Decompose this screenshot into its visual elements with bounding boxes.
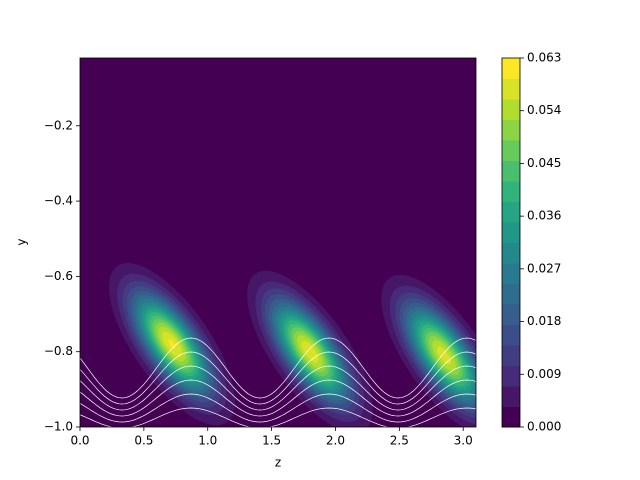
- colorbar-band: [502, 160, 520, 182]
- colorbar-tick-label: 0.036: [527, 209, 561, 223]
- contour-band: [168, 339, 176, 349]
- streamline: [80, 365, 476, 411]
- colorbar-band: [502, 222, 520, 243]
- colorbar-tick-label: 0.000: [527, 420, 561, 434]
- streamline: [80, 393, 476, 423]
- colorbar-band: [502, 242, 520, 264]
- y-tick-label: −0.6: [44, 269, 73, 283]
- plot-area: [80, 58, 476, 427]
- colorbar-tick-label: 0.063: [527, 51, 561, 65]
- colorbar-tick-label: 0.018: [527, 314, 561, 328]
- colorbar-tick-label: 0.045: [527, 156, 561, 170]
- contour-band: [301, 340, 319, 363]
- x-tick-label: 2.5: [390, 434, 409, 448]
- colorbar-band: [502, 324, 520, 346]
- colorbar-band: [502, 78, 520, 100]
- y-tick-label: −1.0: [44, 420, 73, 434]
- colorbar-band: [502, 119, 520, 141]
- colorbar-tick-label: 0.027: [527, 261, 561, 275]
- colorbar-band: [502, 406, 520, 428]
- x-tick-label: 1.5: [262, 434, 281, 448]
- streamline: [80, 337, 476, 399]
- x-tick-label: 0.5: [134, 434, 153, 448]
- y-tick-label: −0.8: [44, 344, 73, 358]
- colorbar-frame: [501, 57, 521, 428]
- streamline: [80, 379, 476, 417]
- y-tick-label: −0.2: [44, 118, 73, 132]
- colorbar-band: [502, 140, 520, 161]
- colorbar-tick-label: 0.009: [527, 367, 561, 381]
- x-axis-label: z: [275, 456, 281, 470]
- x-tick-label: 0.0: [70, 434, 89, 448]
- streamline: [80, 407, 476, 427]
- y-axis-label: y: [15, 238, 29, 245]
- streamline: [80, 351, 476, 405]
- colorbar-tick-label: 0.054: [527, 103, 561, 117]
- colorbar-band: [502, 345, 520, 366]
- colorbar-band: [502, 283, 520, 305]
- colorbar-band: [502, 201, 520, 223]
- colorbar-band: [502, 365, 520, 387]
- colorbar-band: [502, 263, 520, 284]
- axes-frame: [79, 57, 477, 428]
- colorbar-band: [502, 58, 520, 79]
- x-tick-label: 2.0: [326, 434, 345, 448]
- x-tick-label: 3.0: [454, 434, 473, 448]
- colorbar: [502, 58, 520, 428]
- colorbar-band: [502, 99, 520, 120]
- contour-band: [437, 346, 452, 365]
- colorbar-band: [502, 386, 520, 407]
- colorbar-band: [502, 181, 520, 202]
- x-tick-label: 1.0: [198, 434, 217, 448]
- colorbar-band: [502, 304, 520, 325]
- y-tick-label: −0.4: [44, 194, 73, 208]
